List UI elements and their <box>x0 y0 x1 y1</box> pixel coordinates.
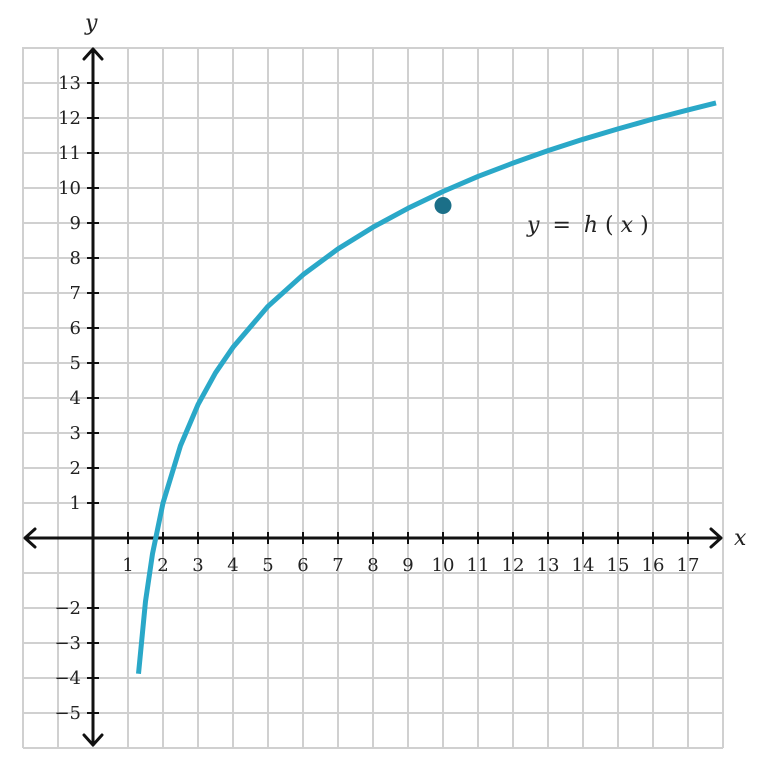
y-axis-label: y <box>84 11 98 36</box>
y-tick-label: −5 <box>54 703 81 724</box>
x-tick-label: 9 <box>402 555 413 576</box>
series-line-h <box>136 100 717 675</box>
x-axis-label: x <box>734 526 747 551</box>
x-tick-label: 3 <box>192 555 203 576</box>
x-tick-label: 4 <box>227 555 238 576</box>
curve-label: y = h ( x ) <box>526 213 649 238</box>
y-tick-label: 10 <box>58 178 81 199</box>
x-tick-label: 10 <box>432 555 455 576</box>
grid <box>22 47 724 749</box>
y-tick-label: −4 <box>54 668 81 689</box>
x-tick-label: 12 <box>502 555 525 576</box>
y-tick-label: 2 <box>70 458 81 479</box>
x-axis-arrow-right <box>709 527 723 549</box>
x-tick-label: 16 <box>642 555 665 576</box>
y-tick-label: 11 <box>58 143 81 164</box>
x-tick-label: 11 <box>467 555 490 576</box>
x-tick-label: 13 <box>537 555 560 576</box>
y-tick-label: 4 <box>70 388 81 409</box>
x-tick-label: 1 <box>122 555 133 576</box>
y-tick-label: −3 <box>54 633 81 654</box>
y-tick-label: 13 <box>58 73 81 94</box>
y-tick-label: −2 <box>54 598 81 619</box>
x-tick-label: 14 <box>572 555 595 576</box>
x-axis-arrow-left <box>23 527 37 549</box>
y-tick-label: 5 <box>70 353 81 374</box>
x-tick-label: 6 <box>297 555 308 576</box>
y-tick-label: 1 <box>70 493 81 514</box>
y-axis-arrow-up <box>82 47 104 61</box>
y-axis-arrow-down <box>82 733 104 747</box>
x-tick-label: 15 <box>607 555 630 576</box>
y-tick-label: 7 <box>70 283 81 304</box>
x-tick-label: 5 <box>262 555 273 576</box>
x-tick-label: 7 <box>332 555 343 576</box>
y-tick-label: 9 <box>70 213 81 234</box>
x-tick-label: 2 <box>157 555 168 576</box>
x-tick-label: 17 <box>677 555 700 576</box>
ticks: 1 2 3 4 5 6 7 8 9 10 11 12 13 14 15 16 17−5−4−3−21234567… <box>54 73 699 724</box>
x-tick-label: 8 <box>367 555 378 576</box>
y-tick-label: 8 <box>70 248 81 269</box>
y-tick-label: 12 <box>58 108 81 129</box>
plot-area <box>136 100 717 675</box>
y-tick-label: 3 <box>70 423 81 444</box>
highlight-point <box>434 197 452 214</box>
y-tick-label: 6 <box>70 318 81 339</box>
